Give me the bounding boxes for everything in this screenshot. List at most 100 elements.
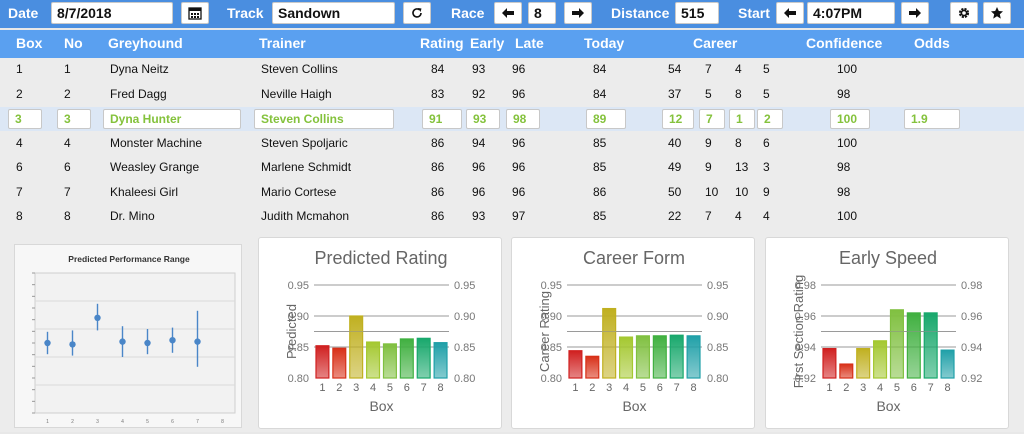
col-header-box[interactable]: Box — [16, 35, 43, 51]
cell-early: 93 — [472, 62, 486, 76]
cell-career-thirds: 3 — [763, 160, 770, 174]
cell-late: 96 — [512, 135, 526, 150]
col-header-today[interactable]: Today — [584, 35, 625, 51]
cell-confidence: 98 — [837, 184, 851, 199]
x-tick-label: 1 — [826, 382, 832, 394]
table-row[interactable]: 7 7 Khaleesi Girl Mario Cortese 86 96 96 86 50 10… — [0, 181, 1024, 205]
start-label: Start — [738, 5, 770, 21]
calendar-icon[interactable] — [181, 2, 209, 24]
cell-career-thirds: 5 — [763, 86, 770, 101]
x-tick-label: 8 — [945, 382, 951, 394]
cell-no: 7 — [64, 184, 71, 199]
cell-late: 96 — [512, 86, 526, 101]
gear-icon[interactable] — [950, 2, 978, 24]
y-tick-label-right: 0.95 — [454, 280, 475, 292]
cell-rating: 86 — [431, 160, 445, 174]
col-header-no[interactable]: No — [64, 35, 83, 51]
cell-career-wins: 7 — [699, 109, 725, 129]
x-tick-label: 5 — [146, 419, 149, 425]
col-header-late[interactable]: Late — [515, 35, 544, 51]
bar — [652, 335, 667, 379]
data-point — [144, 339, 151, 347]
date-input[interactable] — [51, 2, 173, 24]
y-tick-label: 0.98 — [795, 280, 816, 292]
y-tick-label: 0.95 — [288, 280, 309, 292]
cell-rating: 86 — [431, 184, 445, 199]
start-time-input[interactable] — [807, 2, 895, 24]
bar — [635, 335, 650, 379]
col-header-greyhound[interactable]: Greyhound — [108, 35, 183, 51]
cell-career-starts: 22 — [668, 209, 682, 223]
race-input[interactable] — [528, 2, 556, 24]
start-prev-arrow-left-icon[interactable] — [776, 2, 804, 24]
bar — [602, 307, 617, 379]
y-tick-label: 0.90 — [541, 311, 562, 323]
y-tick-label-right: 0.80 — [707, 373, 728, 385]
cell-box: 6 — [16, 160, 23, 174]
start-next-arrow-right-icon[interactable] — [901, 2, 929, 24]
cell-career-seconds: 10 — [735, 184, 749, 199]
col-header-career[interactable]: Career — [693, 35, 738, 51]
race-prev-arrow-left-icon[interactable] — [494, 2, 522, 24]
col-header-odds[interactable]: Odds — [914, 35, 950, 51]
cell-career-seconds: 8 — [735, 86, 742, 101]
bar — [669, 334, 684, 379]
cell-trainer: Neville Haigh — [261, 86, 332, 101]
x-tick-label: 7 — [196, 419, 199, 425]
table-row[interactable]: 4 4 Monster Machine Steven Spoljaric 86 94 96 8… — [0, 132, 1024, 156]
bar — [889, 309, 904, 379]
bar — [619, 336, 634, 379]
cell-greyhound: Khaleesi Girl — [110, 184, 179, 199]
chart-title: Early Speed — [839, 248, 937, 268]
distance-input[interactable] — [675, 2, 719, 24]
bar — [940, 349, 955, 379]
cell-late: 96 — [512, 184, 526, 199]
cell-career-starts: 49 — [668, 160, 682, 174]
bar — [686, 335, 701, 379]
x-tick-label: 6 — [911, 382, 917, 394]
race-next-arrow-right-icon[interactable] — [564, 2, 592, 24]
cell-career-starts: 40 — [668, 135, 682, 150]
col-header-confidence[interactable]: Confidence — [806, 35, 883, 51]
table-row[interactable]: 8 8 Dr. Mino Judith Mcmahon 86 93 97 85 22 7 4 4 100 — [0, 205, 1024, 229]
table-row[interactable]: 2 2 Fred Dagg Neville Haigh 83 92 96 84 37 5 8 5 98 — [0, 83, 1024, 107]
col-header-trainer[interactable]: Trainer — [259, 35, 306, 51]
y-tick-label-right: 0.90 — [454, 311, 475, 323]
career-form-chart: Career Form 0.80 0.80 0.85 0.85 0.90 0.90 0.95 0… — [537, 248, 728, 414]
cell-career-thirds: 6 — [763, 135, 770, 150]
x-tick-label: 7 — [421, 382, 427, 394]
cell-today: 85 — [593, 135, 607, 150]
cell-trainer: Marlene Schmidt — [261, 160, 352, 174]
x-tick-label: 7 — [674, 382, 680, 394]
y-tick-label: 0.94 — [795, 342, 816, 354]
y-tick-label-right: 0.94 — [961, 342, 982, 354]
bar — [315, 345, 330, 379]
predicted-rating-chart: Predicted Rating 0.80 0.80 0.85 0.85 0.90 0.90… — [284, 248, 475, 414]
cell-career-thirds: 5 — [763, 62, 770, 76]
bar — [433, 342, 448, 379]
y-axis-label: First Section Rating — [791, 275, 806, 388]
cell-confidence: 98 — [837, 160, 851, 174]
star-icon[interactable] — [983, 2, 1011, 24]
refresh-icon[interactable] — [403, 2, 431, 24]
table-row[interactable]: 3 3 Dyna Hunter Steven Collins 91 93 98 89 12 7 1 2… — [0, 107, 1024, 131]
table-row[interactable]: 1 1 Dyna Neitz Steven Collins 84 93 96 84 54 7 4 5 1… — [0, 58, 1024, 82]
toolbar: Date Track Race Distance Start — [0, 0, 1024, 28]
cell-late: 98 — [506, 109, 540, 129]
y-tick-label: 0.80 — [541, 373, 562, 385]
cell-career-seconds: 4 — [735, 62, 742, 76]
y-axis-label: Career Rating — [537, 291, 552, 372]
x-tick-label: 4 — [121, 419, 124, 425]
y-tick-label-right: 0.95 — [707, 280, 728, 292]
cell-late: 96 — [512, 160, 526, 174]
cell-box: 2 — [16, 86, 23, 101]
track-input[interactable] — [272, 2, 395, 24]
x-tick-label: 4 — [623, 382, 629, 394]
cell-greyhound: Weasley Grange — [110, 160, 200, 174]
table-row[interactable]: 6 6 Weasley Grange Marlene Schmidt 86 96 96 85 4… — [0, 156, 1024, 180]
col-header-rating[interactable]: Rating — [420, 35, 464, 51]
y-tick-label-right: 0.85 — [454, 342, 475, 354]
col-header-early[interactable]: Early — [470, 35, 505, 51]
career-form-panel: Career Form 0.80 0.80 0.85 0.85 0.90 0.90 0.95 0… — [511, 237, 755, 429]
cell-career-starts: 37 — [668, 86, 682, 101]
